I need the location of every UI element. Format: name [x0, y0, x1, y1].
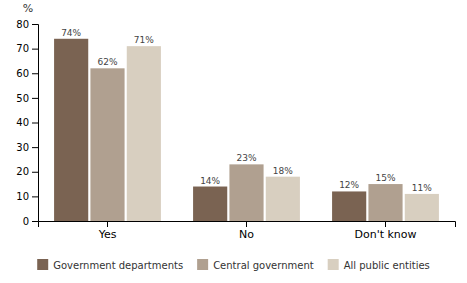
- y-tick-mark: [32, 98, 38, 99]
- y-tick-mark: [32, 49, 38, 50]
- y-tick: 50: [16, 93, 38, 104]
- y-tick: 10: [16, 191, 38, 202]
- x-tick: Don't know: [354, 221, 416, 241]
- y-tick-mark: [32, 73, 38, 74]
- x-tick-mark: [385, 221, 386, 227]
- y-tick: 60: [16, 68, 38, 79]
- y-tick-mark: [32, 123, 38, 124]
- y-tick-label: 0: [23, 216, 29, 227]
- y-tick-label: 70: [16, 43, 29, 54]
- bar: [266, 177, 300, 221]
- bars: [54, 39, 439, 221]
- bar: [54, 39, 88, 221]
- bar: [368, 184, 402, 221]
- bar: [229, 164, 263, 221]
- x-axis: Yes No Don't know: [39, 221, 456, 241]
- data-label: 74%: [61, 28, 81, 38]
- chart-svg: 0 10 20 30 40 50 60 70 80% Yes No Don't know 74% 14% 1…: [0, 0, 467, 283]
- y-tick: 70: [16, 43, 38, 54]
- data-label: 62%: [97, 57, 117, 67]
- legend-swatch: [328, 259, 339, 270]
- bar: [405, 194, 439, 221]
- data-label: 71%: [134, 35, 154, 45]
- legend-swatch: [197, 259, 208, 270]
- y-tick: 0: [23, 216, 38, 227]
- y-tick-label: 10: [16, 191, 29, 202]
- x-tick: Yes: [98, 221, 117, 241]
- data-label: 18%: [273, 166, 293, 176]
- legend: Government departments Central government…: [37, 259, 430, 271]
- legend-label: All public entities: [344, 260, 430, 271]
- y-tick-mark: [32, 147, 38, 148]
- data-label: 15%: [375, 173, 395, 183]
- bar: [193, 187, 227, 221]
- legend-item: Central government: [197, 259, 314, 271]
- x-tick-label: No: [239, 228, 254, 241]
- bar: [90, 68, 124, 221]
- y-tick-label: 20: [16, 166, 29, 177]
- y-tick-mark: [32, 24, 38, 25]
- x-tick-label: Yes: [98, 228, 117, 241]
- legend-label: Government departments: [53, 260, 183, 271]
- data-label: 12%: [339, 180, 359, 190]
- y-tick: 40: [16, 117, 38, 128]
- y-tick: 80: [16, 19, 38, 30]
- x-tick: No: [239, 221, 254, 241]
- y-tick-label: 30: [16, 142, 29, 153]
- x-tick-mark: [246, 221, 247, 227]
- y-tick-label: 40: [16, 117, 29, 128]
- y-tick-label: 80: [16, 19, 29, 30]
- y-tick-mark: [32, 196, 38, 197]
- x-tick-label: Don't know: [354, 228, 416, 241]
- x-axis-line: [39, 222, 456, 228]
- data-labels: 74% 14% 12% 62% 23% 15% 71% 18% 11%: [61, 28, 432, 193]
- data-label: 11%: [412, 183, 432, 193]
- data-label: 23%: [236, 153, 256, 163]
- y-tick: 30: [16, 142, 38, 153]
- y-axis-line: [32, 25, 39, 222]
- y-tick-mark: [32, 172, 38, 173]
- chart-container: 0 10 20 30 40 50 60 70 80% Yes No Don't know 74% 14% 1…: [0, 0, 467, 283]
- y-axis-title: %: [23, 2, 33, 15]
- y-axis: 0 10 20 30 40 50 60 70 80: [16, 19, 38, 227]
- legend-item: All public entities: [328, 259, 430, 271]
- data-label: 14%: [200, 176, 220, 186]
- bar: [127, 46, 161, 221]
- y-tick-mark: [32, 221, 38, 222]
- x-tick-mark: [107, 221, 108, 227]
- y-tick-label: 50: [16, 93, 29, 104]
- y-tick-label: 60: [16, 68, 29, 79]
- legend-label: Central government: [213, 260, 314, 271]
- legend-item: Government departments: [37, 259, 183, 271]
- bar: [332, 191, 366, 221]
- legend-swatch: [37, 259, 48, 270]
- y-tick: 20: [16, 166, 38, 177]
